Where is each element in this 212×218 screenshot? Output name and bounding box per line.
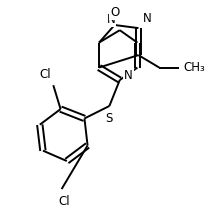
Text: N: N: [124, 69, 133, 82]
Text: Cl: Cl: [58, 195, 70, 208]
Text: CH₃: CH₃: [184, 61, 205, 74]
Text: Cl: Cl: [39, 68, 51, 81]
Text: N: N: [143, 12, 152, 25]
Text: O: O: [110, 6, 119, 19]
Text: N: N: [106, 13, 115, 26]
Text: S: S: [106, 112, 113, 125]
